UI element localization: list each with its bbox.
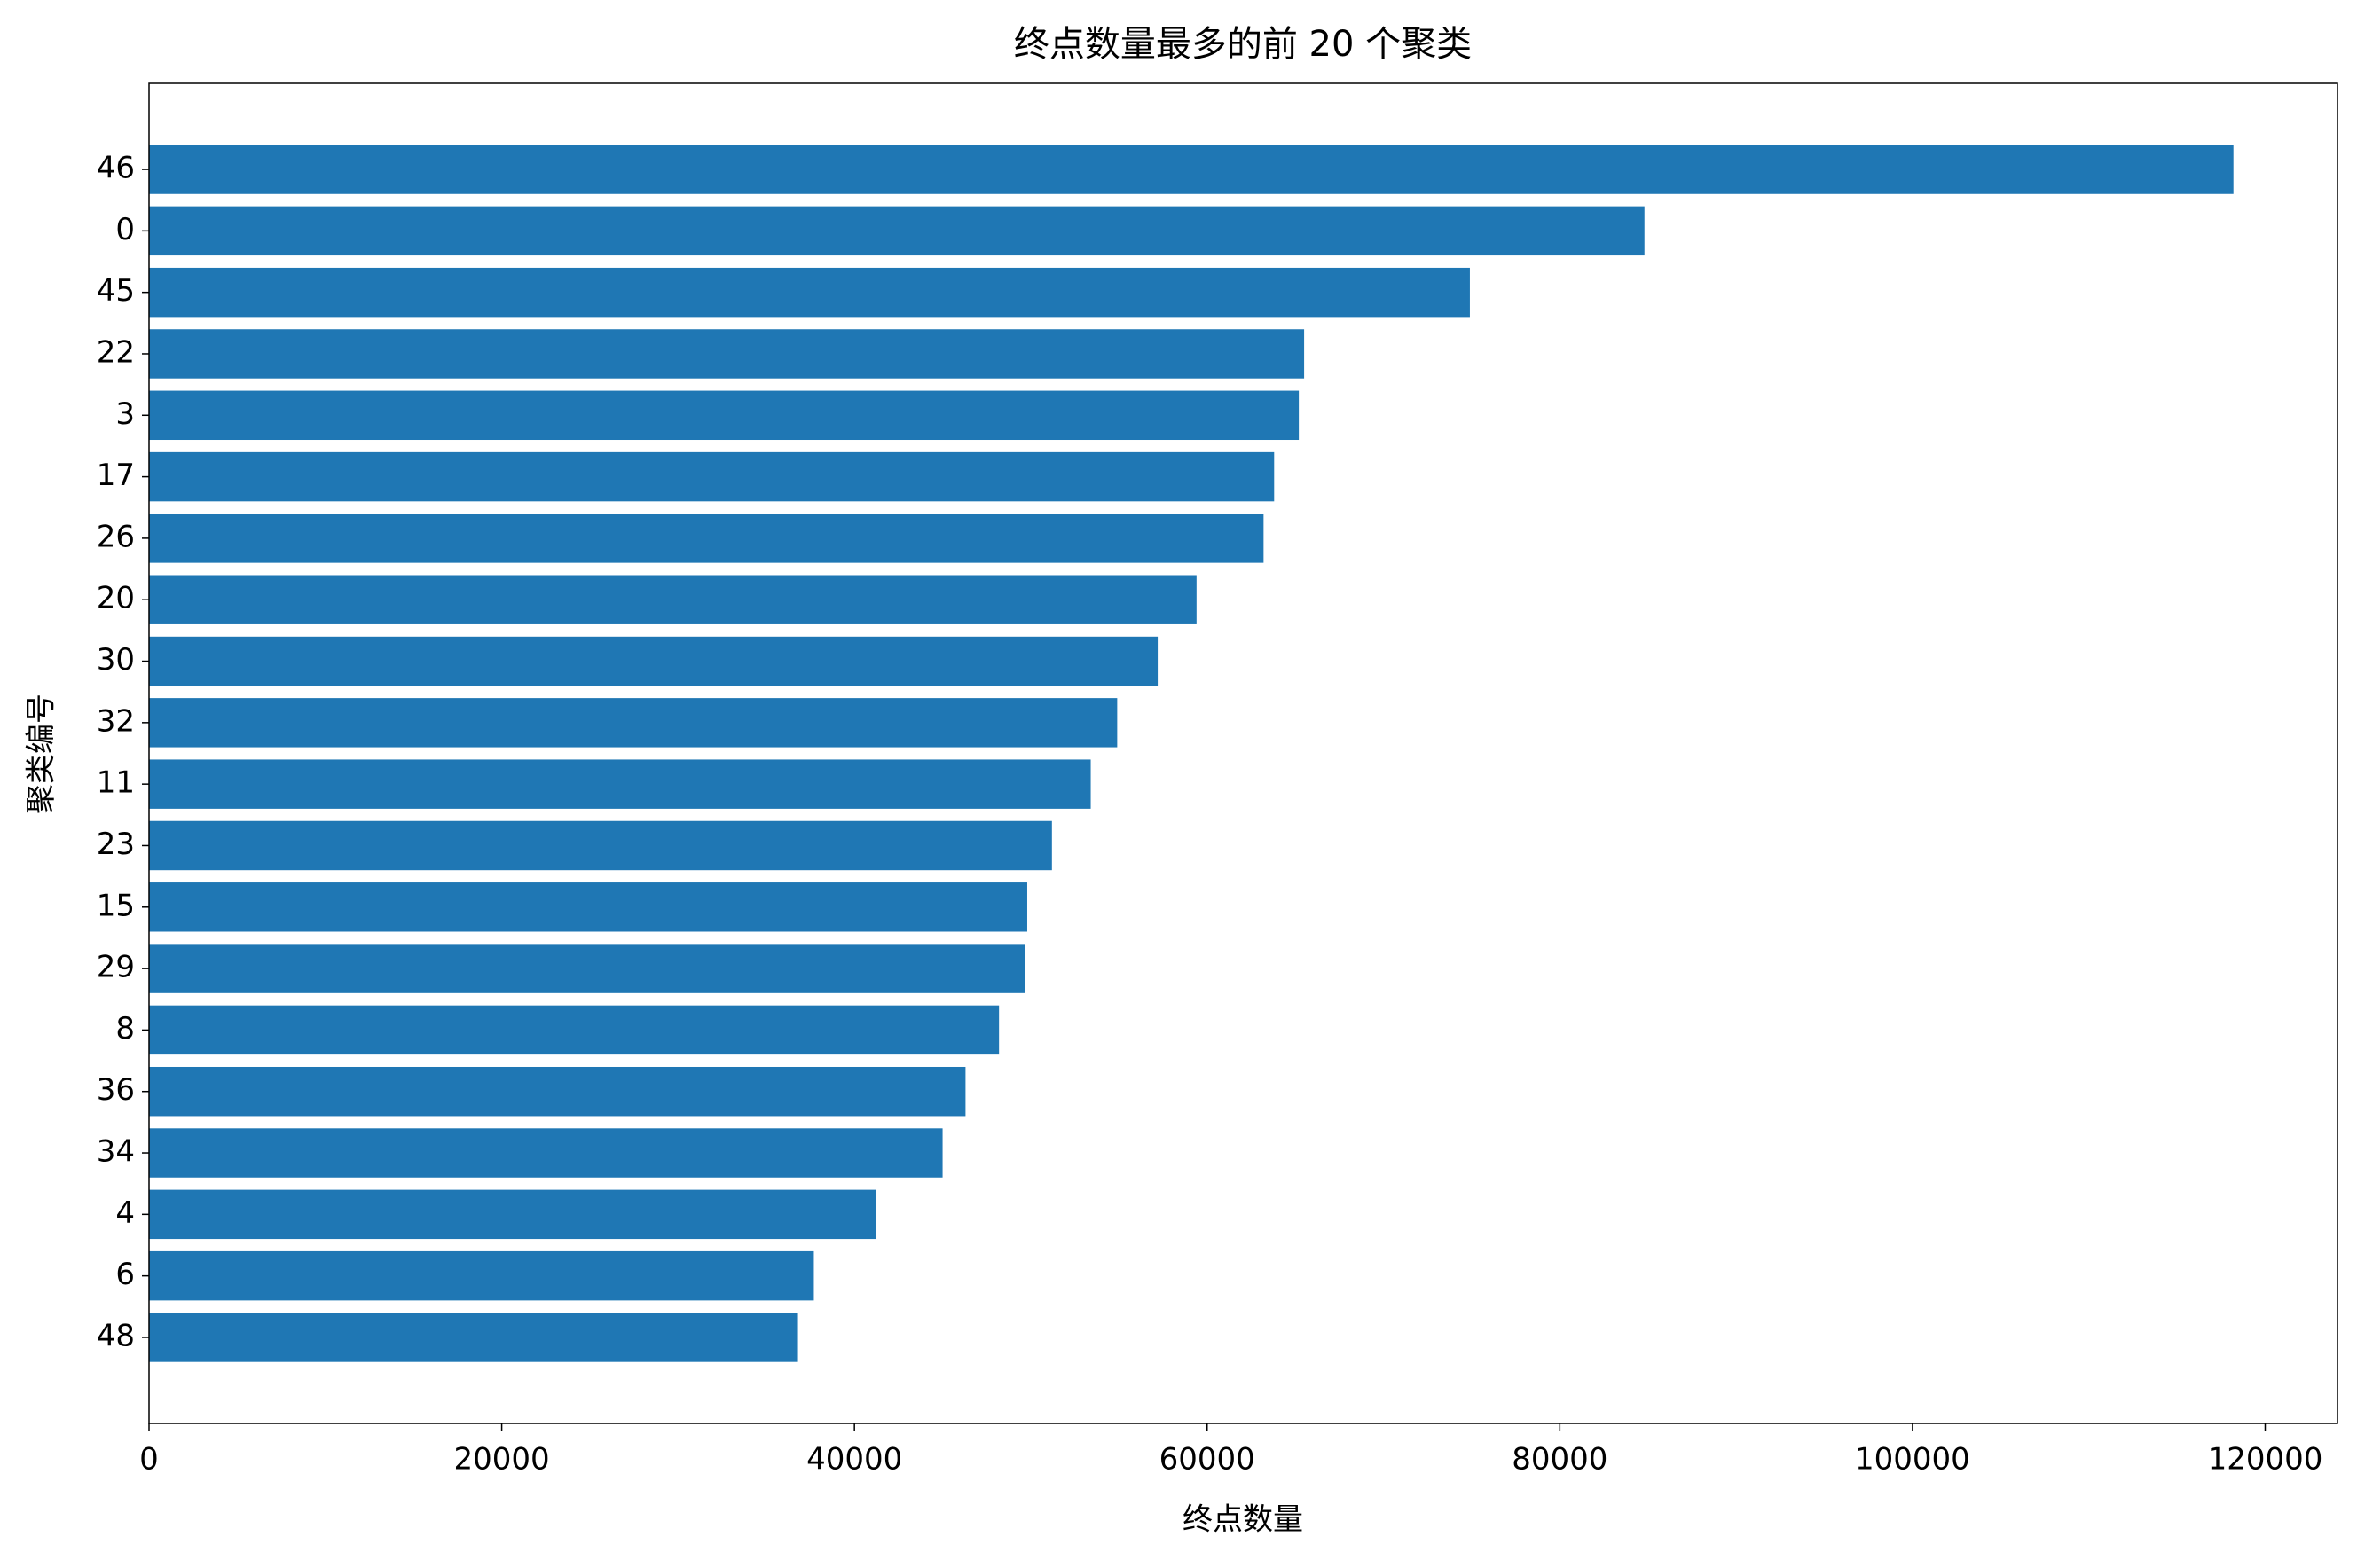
y-tick-label: 15 — [97, 888, 135, 923]
y-tick-label: 22 — [97, 334, 135, 370]
y-tick-label: 32 — [97, 703, 135, 739]
bar — [149, 882, 1027, 932]
bar — [149, 329, 1305, 379]
y-tick-label: 34 — [97, 1134, 135, 1170]
chart-title: 终点数量最多的前 20 个聚类 — [1014, 24, 1472, 65]
y-tick-label: 29 — [97, 950, 135, 985]
x-tick-label: 0 — [139, 1442, 159, 1478]
bar — [149, 698, 1118, 748]
y-tick-label: 6 — [115, 1257, 135, 1292]
bar — [149, 145, 2234, 194]
y-tick-label: 48 — [97, 1318, 135, 1353]
y-tick-label: 46 — [97, 151, 135, 186]
bar — [149, 267, 1470, 318]
y-tick-label: 30 — [97, 642, 135, 678]
x-tick-label: 60000 — [1159, 1442, 1255, 1478]
y-tick-label: 3 — [115, 396, 135, 432]
x-axis-label: 终点数量 — [1182, 1502, 1303, 1538]
x-tick-label: 20000 — [453, 1442, 549, 1478]
y-tick-label: 17 — [97, 458, 135, 493]
bar — [149, 820, 1052, 871]
bar — [149, 759, 1091, 809]
bar — [149, 451, 1275, 502]
bar — [149, 1066, 966, 1117]
y-tick-label: 20 — [97, 581, 135, 616]
x-tick-label: 40000 — [806, 1442, 902, 1478]
y-tick-label: 0 — [115, 212, 135, 247]
bar — [149, 1005, 1000, 1055]
bar — [149, 1189, 876, 1240]
bar — [149, 390, 1300, 441]
bar — [149, 1313, 798, 1362]
y-axis-label: 聚类编号 — [24, 694, 59, 814]
x-tick-label: 100000 — [1855, 1442, 1970, 1478]
bar — [149, 944, 1025, 993]
y-tick-label: 23 — [97, 827, 135, 862]
y-tick-label: 4 — [115, 1196, 135, 1231]
bar — [149, 1128, 943, 1178]
y-tick-label: 26 — [97, 519, 135, 554]
bar — [149, 1250, 814, 1301]
x-tick-label: 80000 — [1512, 1442, 1607, 1478]
y-tick-label: 45 — [97, 273, 135, 309]
bar — [149, 206, 1645, 256]
bar — [149, 514, 1264, 563]
bar — [149, 575, 1197, 624]
x-tick-label: 120000 — [2208, 1442, 2323, 1478]
y-tick-label: 8 — [115, 1011, 135, 1047]
plot-frame — [148, 82, 2338, 1424]
y-tick-label: 36 — [97, 1072, 135, 1108]
y-tick-label: 11 — [97, 765, 135, 801]
bar — [149, 636, 1159, 686]
